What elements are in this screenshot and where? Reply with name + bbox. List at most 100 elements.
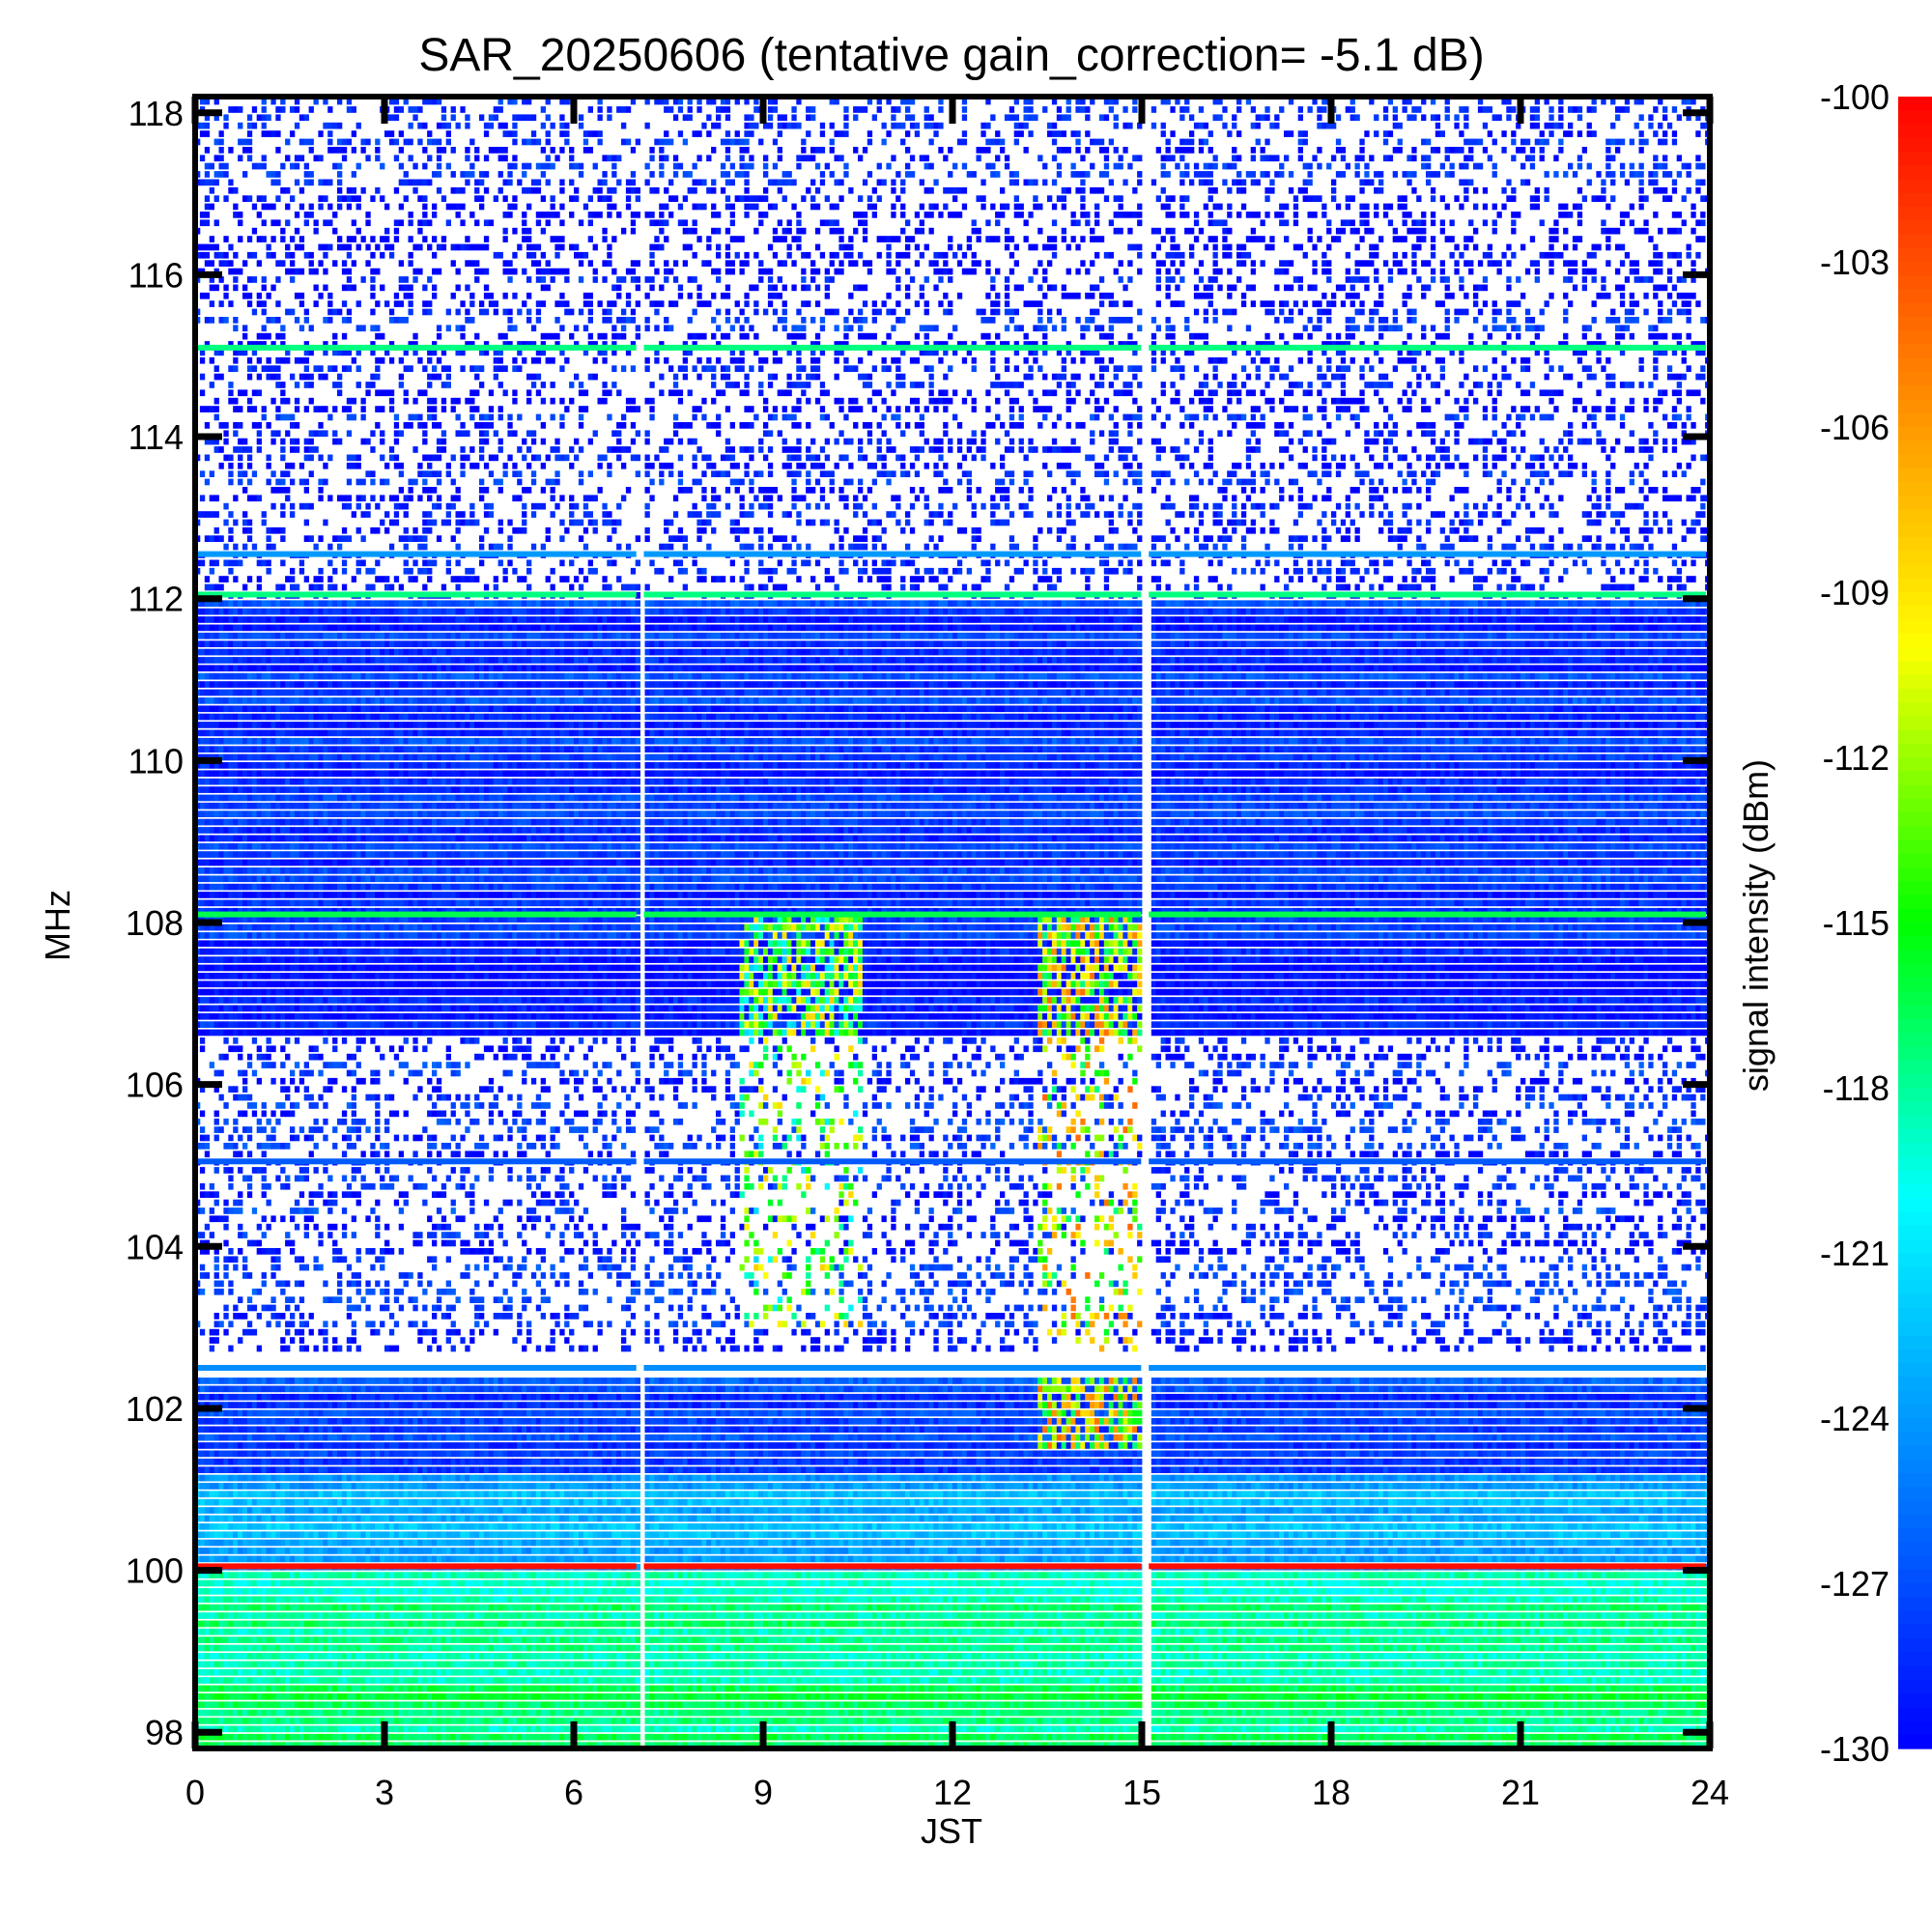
heatmap-cell-band-0 bbox=[645, 1701, 650, 1708]
heatmap-cell-band-0 bbox=[583, 1693, 588, 1700]
heatmap-cell-band-0 bbox=[489, 1726, 494, 1733]
heatmap-cell-band-0 bbox=[1321, 1701, 1326, 1708]
heatmap-cell-band-0 bbox=[1592, 1710, 1597, 1717]
heatmap-cell-band-0 bbox=[1066, 1718, 1071, 1724]
heatmap-cell-band-0 bbox=[1568, 1718, 1573, 1724]
heatmap-cell-band-0 bbox=[1450, 1701, 1455, 1708]
heatmap-cell-band-0 bbox=[858, 1726, 863, 1733]
heatmap-cell-band-0 bbox=[1014, 1686, 1019, 1692]
heatmap-cell-band-0 bbox=[1279, 1726, 1284, 1733]
heatmap-cell-band-0 bbox=[626, 1718, 631, 1724]
heatmap-cell-band-0 bbox=[484, 1701, 489, 1708]
heatmap-cell-band-0 bbox=[915, 1734, 920, 1741]
heatmap-cell-band-0 bbox=[1232, 1710, 1236, 1717]
heatmap-cell-band-0 bbox=[526, 1726, 531, 1733]
heatmap-cell-band-0 bbox=[830, 1718, 835, 1724]
heatmap-cell-band-0 bbox=[1690, 1701, 1695, 1708]
heatmap-cell-band-0 bbox=[659, 1701, 664, 1708]
heatmap-cell-band-0 bbox=[1151, 1734, 1156, 1741]
heatmap-cell-band-0 bbox=[1520, 1693, 1525, 1700]
heatmap-cell-band-0 bbox=[1535, 1726, 1540, 1733]
heatmap-cell-band-0 bbox=[768, 1686, 773, 1692]
heatmap-cell-band-0 bbox=[441, 1701, 446, 1708]
heatmap-cell-band-0 bbox=[1643, 1701, 1648, 1708]
heatmap-cell-band-0 bbox=[1478, 1718, 1483, 1724]
heatmap-cell-band-0 bbox=[1175, 1693, 1179, 1700]
heatmap-cell-band-0 bbox=[905, 1726, 910, 1733]
heatmap-cell-band-0 bbox=[654, 1726, 659, 1733]
heatmap-cell-band-0 bbox=[1024, 1710, 1029, 1717]
heatmap-cell-band-0 bbox=[474, 1710, 479, 1717]
heatmap-cell-band-0 bbox=[1014, 1734, 1019, 1741]
heatmap-cell-band-0 bbox=[1506, 1693, 1511, 1700]
heatmap-cell-band-0 bbox=[494, 1726, 498, 1733]
heatmap-cell-band-0 bbox=[1530, 1701, 1535, 1708]
heatmap-cell-band-0 bbox=[838, 1701, 843, 1708]
heatmap-cell-band-0 bbox=[375, 1718, 380, 1724]
heatmap-cell-band-0 bbox=[806, 1734, 810, 1741]
heatmap-cell-band-0 bbox=[1431, 1701, 1435, 1708]
heatmap-cell-band-0 bbox=[1109, 1726, 1114, 1733]
heatmap-cell-band-0 bbox=[1548, 1734, 1553, 1741]
heatmap-cell-band-0 bbox=[1374, 1726, 1378, 1733]
heatmap-cell-band-0 bbox=[451, 1718, 456, 1724]
heatmap-cell-band-0 bbox=[1592, 1718, 1597, 1724]
heatmap-cell-band-0 bbox=[1289, 1701, 1293, 1708]
heatmap-cell-band-0 bbox=[432, 1726, 437, 1733]
heatmap-cell-band-0 bbox=[1217, 1710, 1222, 1717]
heatmap-cell-band-0 bbox=[1535, 1734, 1540, 1741]
heatmap-cell-band-0 bbox=[1256, 1693, 1261, 1700]
heatmap-cell-band-0 bbox=[972, 1693, 977, 1700]
heatmap-cell-band-0 bbox=[985, 1734, 990, 1741]
heatmap-cell-band-0 bbox=[895, 1686, 900, 1692]
heatmap-cell-band-0 bbox=[1431, 1734, 1435, 1741]
heatmap-cell-band-0 bbox=[1667, 1726, 1672, 1733]
heatmap-cell-band-0 bbox=[1042, 1710, 1047, 1717]
heatmap-cell-band-0 bbox=[882, 1686, 887, 1692]
heatmap-cell-band-0 bbox=[1156, 1734, 1161, 1741]
heatmap-cell-band-0 bbox=[352, 1693, 356, 1700]
heatmap-cell-band-0 bbox=[1127, 1686, 1132, 1692]
heatmap-cell-band-0 bbox=[872, 1693, 877, 1700]
heatmap-cell-band-0 bbox=[512, 1718, 517, 1724]
heatmap-cell-band-0 bbox=[1057, 1701, 1062, 1708]
heatmap-cell-band-0 bbox=[1682, 1710, 1687, 1717]
heatmap-cell-band-0 bbox=[858, 1686, 863, 1692]
heatmap-cell-band-0 bbox=[285, 1726, 290, 1733]
heatmap-cell-band-0 bbox=[290, 1686, 295, 1692]
heatmap-cell-band-0 bbox=[1109, 1718, 1114, 1724]
heatmap-cell-band-0 bbox=[219, 1710, 224, 1717]
heatmap-cell-band-0 bbox=[437, 1718, 441, 1724]
heatmap-cell-band-0 bbox=[1114, 1710, 1119, 1717]
heatmap-cell-band-0 bbox=[432, 1686, 437, 1692]
heatmap-cell-band-0 bbox=[1468, 1693, 1473, 1700]
heatmap-cell-band-0 bbox=[1199, 1701, 1204, 1708]
heatmap-cell-band-0 bbox=[1478, 1726, 1483, 1733]
heatmap-cell-band-0 bbox=[223, 1693, 228, 1700]
heatmap-cell-band-0 bbox=[1312, 1718, 1317, 1724]
heatmap-cell-band-0 bbox=[1336, 1718, 1341, 1724]
heatmap-cell-band-0 bbox=[299, 1734, 304, 1741]
heatmap-cell-band-0 bbox=[758, 1710, 763, 1717]
heatmap-cell-band-0 bbox=[1582, 1710, 1587, 1717]
heatmap-cell-band-0 bbox=[484, 1686, 489, 1692]
heatmap-cell-band-0 bbox=[616, 1693, 621, 1700]
heatmap-cell-band-0 bbox=[1331, 1701, 1336, 1708]
heatmap-cell-band-0 bbox=[1298, 1718, 1303, 1724]
heatmap-cell-band-0 bbox=[611, 1686, 616, 1692]
heatmap-cell-band-0 bbox=[1085, 1701, 1090, 1708]
heatmap-cell-band-0 bbox=[1094, 1726, 1099, 1733]
heatmap-cell-band-0 bbox=[900, 1701, 905, 1708]
heatmap-cell-band-0 bbox=[820, 1710, 825, 1717]
heatmap-cell-band-0 bbox=[1643, 1726, 1648, 1733]
heatmap-cell-band-0 bbox=[1019, 1710, 1024, 1717]
heatmap-cell-band-0 bbox=[280, 1701, 285, 1708]
heatmap-cell-band-0 bbox=[810, 1710, 815, 1717]
heatmap-cell-band-0 bbox=[995, 1718, 1000, 1724]
heatmap-cell-band-0 bbox=[1261, 1701, 1265, 1708]
heatmap-cell-band-0 bbox=[1298, 1701, 1303, 1708]
heatmap-cell-band-0 bbox=[375, 1710, 380, 1717]
heatmap-cell-band-0 bbox=[1553, 1693, 1558, 1700]
heatmap-cell-band-0 bbox=[815, 1726, 820, 1733]
heatmap-cell-band-0 bbox=[1596, 1710, 1601, 1717]
